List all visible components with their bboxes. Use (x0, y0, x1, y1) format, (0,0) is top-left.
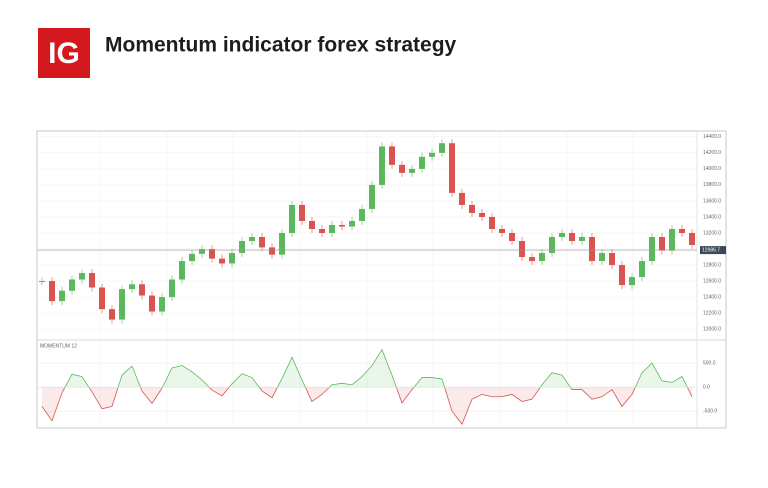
candle (219, 258, 225, 264)
y-tick-label: 0.0 (703, 384, 710, 390)
candle (239, 241, 245, 254)
y-tick-label: 12400.0 (703, 294, 721, 300)
candle (629, 277, 635, 286)
candle (499, 228, 505, 233)
candle (599, 253, 605, 262)
candle (89, 273, 95, 288)
candle (199, 249, 205, 254)
candle (139, 284, 145, 296)
logo-box (38, 28, 90, 78)
candle (609, 253, 615, 266)
candle (539, 253, 545, 262)
candle (429, 152, 435, 157)
y-tick-label: 12200.0 (703, 310, 721, 316)
candle (169, 279, 175, 298)
candle (469, 204, 475, 213)
candle (529, 257, 535, 262)
candle (559, 232, 565, 238)
candle (299, 204, 305, 221)
candle (419, 156, 425, 169)
candle (109, 309, 115, 320)
candle (69, 279, 75, 291)
candle (439, 143, 445, 153)
candle (589, 237, 595, 262)
y-tick-label: 12800.0 (703, 262, 721, 268)
title: Momentum indicator forex strategy (105, 34, 457, 57)
candle (59, 290, 65, 302)
candle (459, 192, 465, 205)
candle (99, 287, 105, 310)
candle (259, 237, 265, 248)
candle (49, 281, 55, 302)
candle (249, 237, 255, 242)
y-tick-label: 13200.0 (703, 230, 721, 236)
candle (149, 295, 155, 312)
y-tick-label: -500.0 (703, 409, 717, 415)
candle (549, 237, 555, 254)
candle (569, 232, 575, 242)
y-tick-label: 12600.0 (703, 278, 721, 284)
candle (479, 212, 485, 217)
y-tick-label: 14400.0 (703, 134, 721, 140)
candle (389, 146, 395, 165)
candle (649, 237, 655, 262)
candle (519, 241, 525, 258)
candle (309, 220, 315, 229)
candle (349, 220, 355, 227)
candle (119, 289, 125, 320)
candle (489, 216, 495, 229)
y-tick-label: 12000.0 (703, 327, 721, 333)
momentum-area (42, 387, 692, 425)
candle (579, 237, 585, 242)
candle (339, 224, 345, 227)
candle (179, 261, 185, 280)
candle (79, 273, 85, 280)
candle (409, 168, 415, 173)
candle (369, 184, 375, 209)
indicator-label: MOMENTUM 12 (40, 343, 77, 349)
candle (359, 208, 365, 221)
candle (509, 232, 515, 242)
candle (639, 261, 645, 278)
candle (159, 297, 165, 312)
candle (329, 224, 335, 233)
y-tick-label: 13400.0 (703, 214, 721, 220)
candle (689, 232, 695, 246)
current-price-box (700, 246, 726, 255)
y-tick-label: 13800.0 (703, 182, 721, 188)
candle (229, 253, 235, 264)
candle (319, 228, 325, 233)
y-tick-label: 13600.0 (703, 198, 721, 204)
candle (679, 228, 685, 233)
y-tick-label: 14000.0 (703, 166, 721, 172)
candle (209, 249, 215, 259)
candle (39, 281, 45, 283)
candle (279, 232, 285, 255)
candle (269, 247, 275, 255)
logo: IG (48, 37, 80, 70)
candle (669, 228, 675, 251)
candle (399, 164, 405, 173)
y-tick-label: 14200.0 (703, 150, 721, 156)
momentum-line (64, 348, 688, 388)
candle (379, 146, 385, 185)
candle (189, 253, 195, 262)
candle (129, 284, 135, 290)
candle (619, 265, 625, 286)
candle (289, 204, 295, 233)
momentum-line (41, 387, 693, 425)
y-tick-label: 500.0 (703, 360, 716, 366)
candle (659, 237, 665, 251)
current-price-label: 12986.7 (702, 247, 720, 253)
candle (449, 143, 455, 193)
